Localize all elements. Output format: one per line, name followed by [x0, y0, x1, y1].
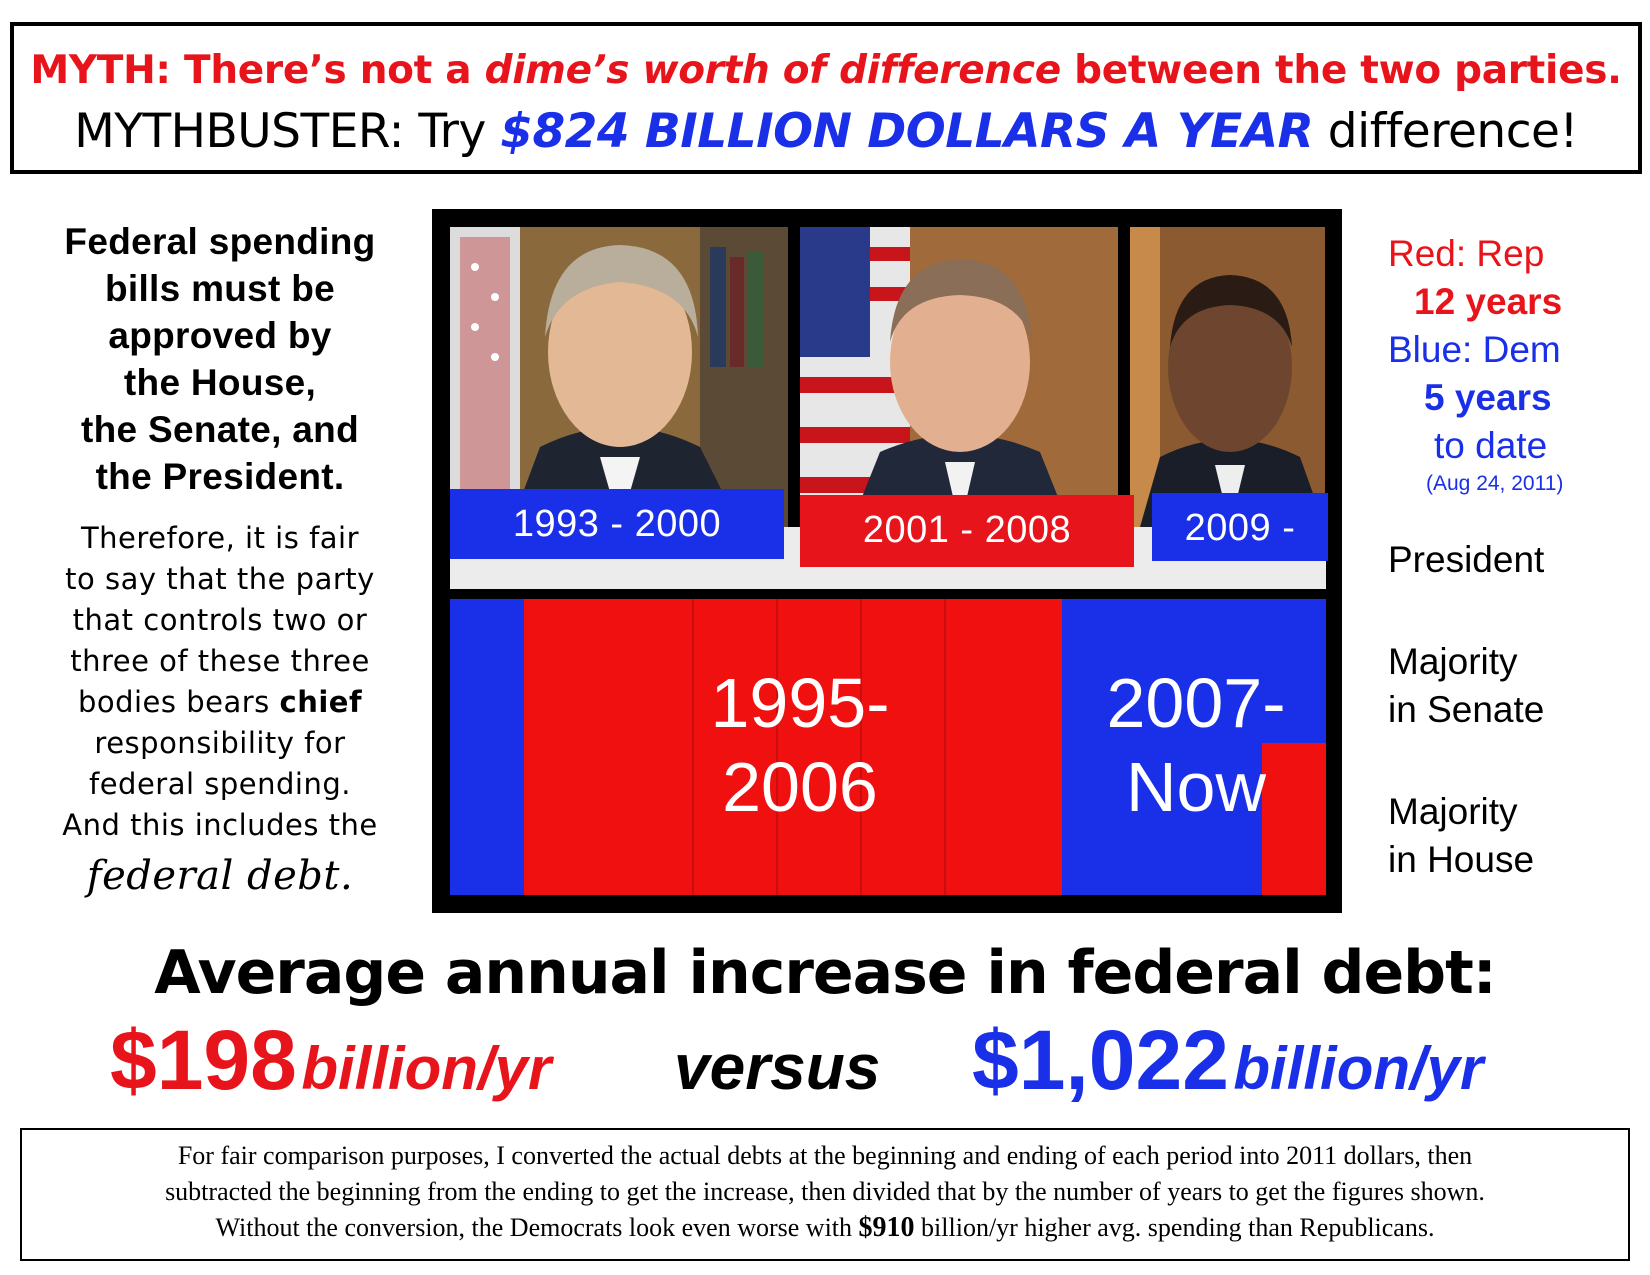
presidents-graphic: 1993 - 2000 2001 - 2008 2009 - 1995- 200… [432, 209, 1342, 913]
footnote-line: Without the conversion, the Democrats lo… [22, 1210, 1628, 1246]
portrait-1-photo [450, 227, 788, 527]
role-line: in Senate [1388, 689, 1545, 730]
role-senate: Majority in Senate [1388, 638, 1544, 734]
role-president: President [1388, 539, 1545, 580]
versus-text: versus [674, 1031, 881, 1103]
legend-to-date: to date [1434, 425, 1548, 466]
footnote-line: For fair comparison purposes, I converte… [177, 1141, 1473, 1170]
rep-unit: billion/yr [301, 1035, 552, 1102]
left-bold-text: Federal spending bills must be approved … [30, 218, 410, 500]
term-label-3: 2009 - [1152, 493, 1328, 561]
myth-header-box: MYTH: There’s not a dime’s worth of diff… [10, 22, 1642, 174]
myth-line: MYTH: There’s not a dime’s worth of diff… [14, 48, 1638, 93]
myth-suffix: between the two parties. [1060, 48, 1622, 93]
role-line: in House [1388, 839, 1535, 880]
footnote-prefix: Without the conversion, the Democrats lo… [215, 1213, 859, 1242]
left-bold-line: the President. [95, 456, 345, 497]
bar-label-line: 1995- [710, 664, 890, 742]
left-bold-line: the Senate, and [81, 409, 359, 450]
left-bold-line: the House, [123, 362, 317, 403]
footnote-line: subtracted the beginning from the ending… [165, 1177, 1485, 1206]
portrait-3-photo [1130, 227, 1325, 527]
dem-amount: $1,022 [972, 1013, 1229, 1107]
left-body-text: Therefore, it is fair to say that the pa… [30, 518, 410, 906]
buster-suffix: difference! [1313, 104, 1579, 159]
rep-house-corner [1262, 743, 1326, 895]
buster-prefix: MYTHBUSTER: Try [74, 104, 501, 159]
federal-debt-text: federal debt [86, 853, 340, 899]
legend-blue-label: Blue: Dem [1388, 329, 1561, 370]
left-body-line: bodies bears chief [30, 682, 410, 723]
myth-prefix: MYTH: There’s not a [30, 48, 485, 93]
footnote-suffix: billion/yr higher avg. spending than Rep… [914, 1213, 1435, 1242]
left-bold-line: bills must be [104, 268, 336, 309]
bar-label-line: 2007- [1106, 664, 1286, 742]
average-increase-title: Average annual increase in federal debt: [154, 938, 1497, 1008]
dem-segment-early [450, 599, 524, 895]
left-body-line: that controls two or [72, 603, 368, 637]
legend-blue-years: 5 years [1424, 377, 1552, 418]
methodology-footnote: For fair comparison purposes, I converte… [20, 1128, 1630, 1261]
rep-amount: $198 [110, 1013, 297, 1107]
bar-label-rep: 1995- 2006 [650, 661, 950, 829]
left-bold-line: Federal spending [64, 221, 376, 262]
left-explanation: Federal spending bills must be approved … [30, 218, 410, 906]
legend-red-years: 12 years [1414, 281, 1563, 322]
color-legend: Red: Rep 12 years Blue: Dem 5 years to d… [1388, 230, 1628, 498]
bar-label-line: 2006 [722, 748, 878, 826]
dem-average: $1,022 billion/yr [972, 1012, 1483, 1109]
portrait-2-photo [800, 227, 1118, 527]
bar-label-dem: 2007- Now [1046, 661, 1346, 829]
role-line: Majority [1388, 791, 1518, 832]
left-body-prefix: bodies bears [77, 685, 280, 719]
left-body-line: Therefore, it is fair [80, 521, 360, 555]
buster-amount: $824 BILLION DOLLARS A YEAR [500, 104, 1314, 159]
left-bold-line: approved by [108, 315, 332, 356]
legend-date-note: (Aug 24, 2011) [1426, 472, 1564, 495]
federal-debt-period: . [339, 853, 354, 899]
left-body-line: responsibility for [94, 726, 346, 760]
federal-debt-line: federal debt. [30, 846, 410, 906]
footnote-bold-amount: $910 [858, 1212, 915, 1243]
term-label-1: 1993 - 2000 [450, 489, 784, 559]
role-line: Majority [1388, 641, 1518, 682]
mythbuster-line: MYTHBUSTER: Try $824 BILLION DOLLARS A Y… [14, 104, 1638, 159]
bar-label-line: Now [1125, 748, 1267, 826]
congress-control-bars: 1995- 2006 2007- Now [450, 599, 1326, 895]
left-body-bold: chief [279, 685, 363, 719]
rep-segment [524, 599, 1062, 895]
left-body-line: three of these three [70, 644, 370, 678]
legend-red-label: Red: Rep [1388, 233, 1545, 274]
left-body-line: to say that the party [65, 562, 375, 596]
left-body-line: federal spending. [89, 767, 351, 801]
left-body-line: And this includes the [62, 808, 378, 842]
dem-unit: billion/yr [1233, 1035, 1484, 1102]
term-label-2: 2001 - 2008 [800, 495, 1134, 567]
role-house: Majority in House [1388, 788, 1534, 884]
myth-italic: dime’s worth of difference [484, 48, 1062, 93]
rep-average: $198 billion/yr [110, 1012, 551, 1109]
